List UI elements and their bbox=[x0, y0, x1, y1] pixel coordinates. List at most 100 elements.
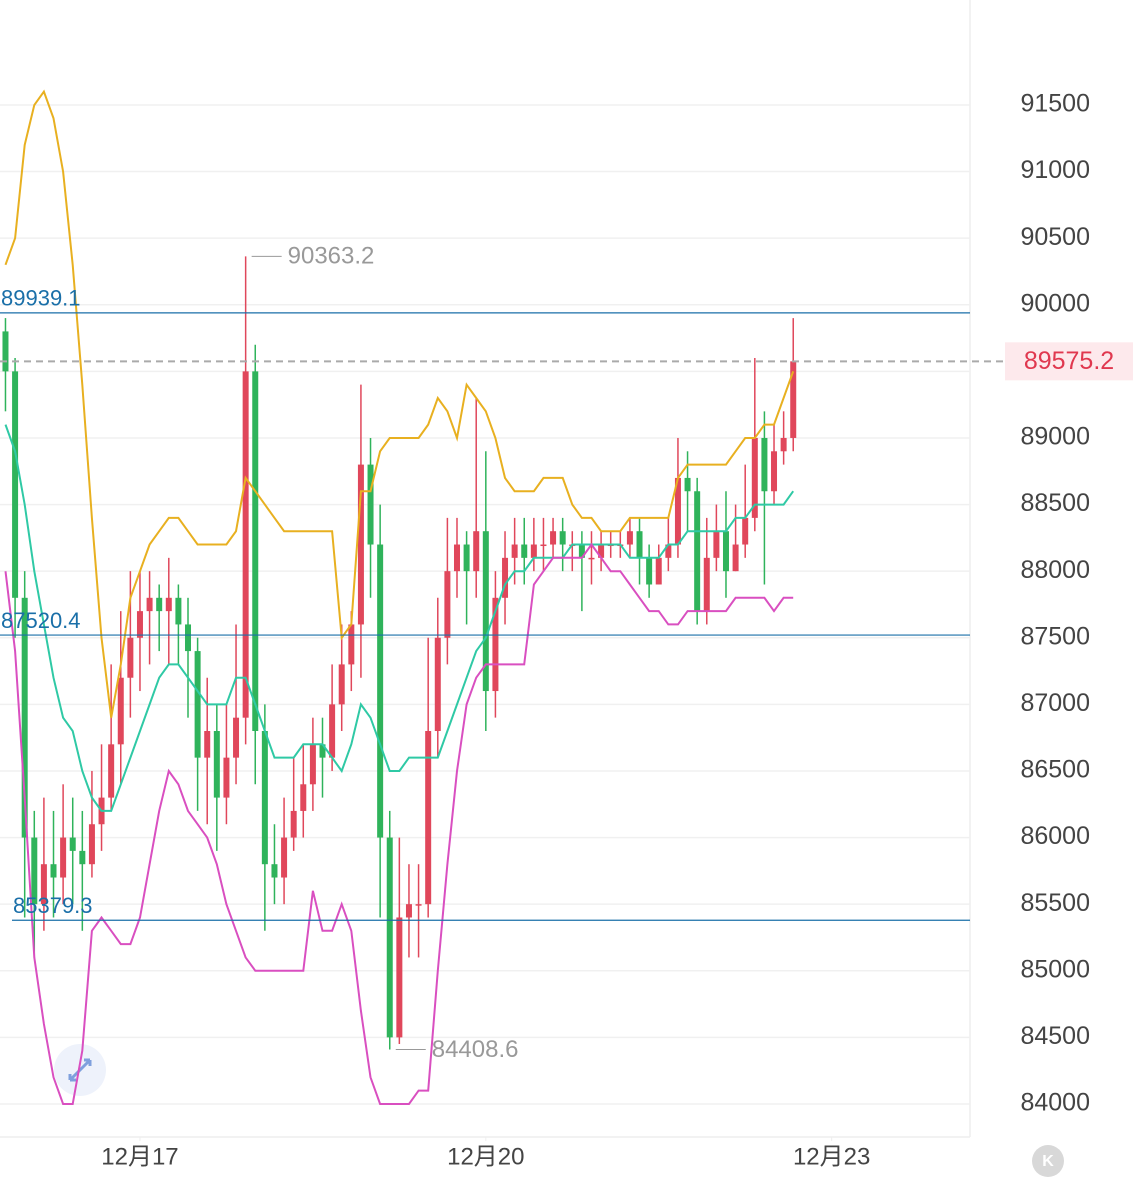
candle-body bbox=[185, 624, 192, 652]
candle-body bbox=[233, 717, 240, 758]
candle-body bbox=[21, 597, 28, 838]
candle-body bbox=[732, 544, 739, 572]
candle-body bbox=[626, 531, 633, 545]
level-label: 87520.4 bbox=[1, 608, 81, 633]
candle-body bbox=[550, 531, 557, 545]
candle-body bbox=[771, 451, 778, 492]
candle-body bbox=[127, 637, 134, 678]
candle-body bbox=[790, 361, 797, 438]
candle-body bbox=[473, 531, 480, 572]
y-tick-label: 88000 bbox=[1020, 556, 1090, 584]
candle-body bbox=[742, 517, 749, 545]
y-tick-label: 91500 bbox=[1020, 90, 1090, 118]
candle-body bbox=[540, 544, 547, 547]
candle-body bbox=[40, 864, 47, 905]
candle-body bbox=[636, 531, 643, 558]
y-tick-label: 87000 bbox=[1020, 689, 1090, 717]
candle-body bbox=[300, 784, 307, 811]
candle-body bbox=[348, 624, 355, 665]
candle-body bbox=[117, 677, 124, 745]
candle-body bbox=[136, 611, 143, 638]
y-tick-label: 88500 bbox=[1020, 489, 1090, 517]
y-tick-label: 86500 bbox=[1020, 756, 1090, 784]
y-tick-label: 85000 bbox=[1020, 955, 1090, 983]
candle-body bbox=[780, 437, 787, 452]
y-tick-label: 84000 bbox=[1020, 1089, 1090, 1117]
candle-body bbox=[281, 837, 288, 878]
y-tick-label: 86000 bbox=[1020, 822, 1090, 850]
y-tick-label: 90000 bbox=[1020, 289, 1090, 317]
candle-body bbox=[271, 864, 278, 878]
candle-body bbox=[646, 557, 653, 585]
candle-body bbox=[588, 557, 595, 560]
candle-body bbox=[2, 331, 9, 372]
candle-body bbox=[338, 664, 345, 705]
candle-body bbox=[511, 544, 518, 558]
candle-body bbox=[50, 864, 57, 878]
candle-body bbox=[357, 464, 364, 625]
candle-body bbox=[530, 544, 537, 558]
candle-body bbox=[242, 371, 249, 718]
candle-body bbox=[329, 704, 336, 758]
candle-body bbox=[194, 651, 201, 758]
level-label: 85379.3 bbox=[13, 893, 93, 918]
candle-body bbox=[482, 531, 489, 692]
candle-body bbox=[175, 597, 182, 625]
candle-body bbox=[425, 731, 432, 905]
candle-body bbox=[31, 837, 38, 905]
candle-body bbox=[319, 744, 326, 758]
candle-body bbox=[309, 744, 316, 785]
candle-body bbox=[88, 824, 95, 865]
candle-body bbox=[377, 544, 384, 838]
candle-body bbox=[108, 744, 115, 798]
candle-body bbox=[578, 544, 585, 558]
x-tick-label: 12月20 bbox=[447, 1143, 524, 1170]
y-tick-label: 91000 bbox=[1020, 156, 1090, 184]
x-tick-label: 12月17 bbox=[101, 1143, 178, 1170]
candle-body bbox=[444, 571, 451, 638]
candle-body bbox=[703, 557, 710, 612]
candle-body bbox=[713, 531, 720, 558]
candle-body bbox=[405, 904, 412, 918]
y-tick-label: 90500 bbox=[1020, 223, 1090, 251]
candle-body bbox=[156, 597, 163, 612]
candle-body bbox=[521, 544, 528, 558]
candles bbox=[2, 256, 797, 1050]
y-tick-label: 89000 bbox=[1020, 423, 1090, 451]
high-label: 90363.2 bbox=[288, 243, 375, 270]
candle-body bbox=[290, 810, 297, 838]
candle-body bbox=[261, 731, 268, 865]
candle-body bbox=[684, 477, 691, 492]
band-line bbox=[4, 89, 795, 718]
candle-body bbox=[386, 837, 393, 1038]
candle-body bbox=[79, 850, 86, 865]
candle-body bbox=[12, 371, 19, 598]
candle-body bbox=[761, 437, 768, 492]
candle-body bbox=[69, 837, 76, 851]
candle-body bbox=[722, 531, 729, 572]
candle-body bbox=[213, 731, 220, 798]
candle-body bbox=[367, 464, 374, 545]
level-label: 89939.1 bbox=[1, 286, 81, 311]
band-line bbox=[4, 424, 795, 812]
x-tick-label: 12月23 bbox=[793, 1143, 870, 1170]
candle-body bbox=[598, 544, 605, 558]
last-price-label: 89575.2 bbox=[1024, 347, 1114, 375]
candle-body bbox=[492, 597, 499, 692]
svg-text:K: K bbox=[1042, 1153, 1054, 1170]
candle-body bbox=[453, 544, 460, 572]
candle-body bbox=[674, 477, 681, 545]
k-button[interactable]: K bbox=[1032, 1145, 1064, 1177]
candle-body bbox=[204, 731, 211, 758]
candle-body bbox=[223, 757, 230, 798]
candle-body bbox=[252, 371, 259, 732]
candle-body bbox=[434, 637, 441, 732]
candle-body bbox=[665, 544, 672, 558]
expand-icon[interactable] bbox=[54, 1044, 106, 1096]
candle-body bbox=[559, 531, 566, 545]
candle-body bbox=[502, 557, 509, 598]
candle-body bbox=[165, 597, 172, 612]
candle-body bbox=[463, 544, 470, 572]
candle-body bbox=[751, 437, 758, 518]
